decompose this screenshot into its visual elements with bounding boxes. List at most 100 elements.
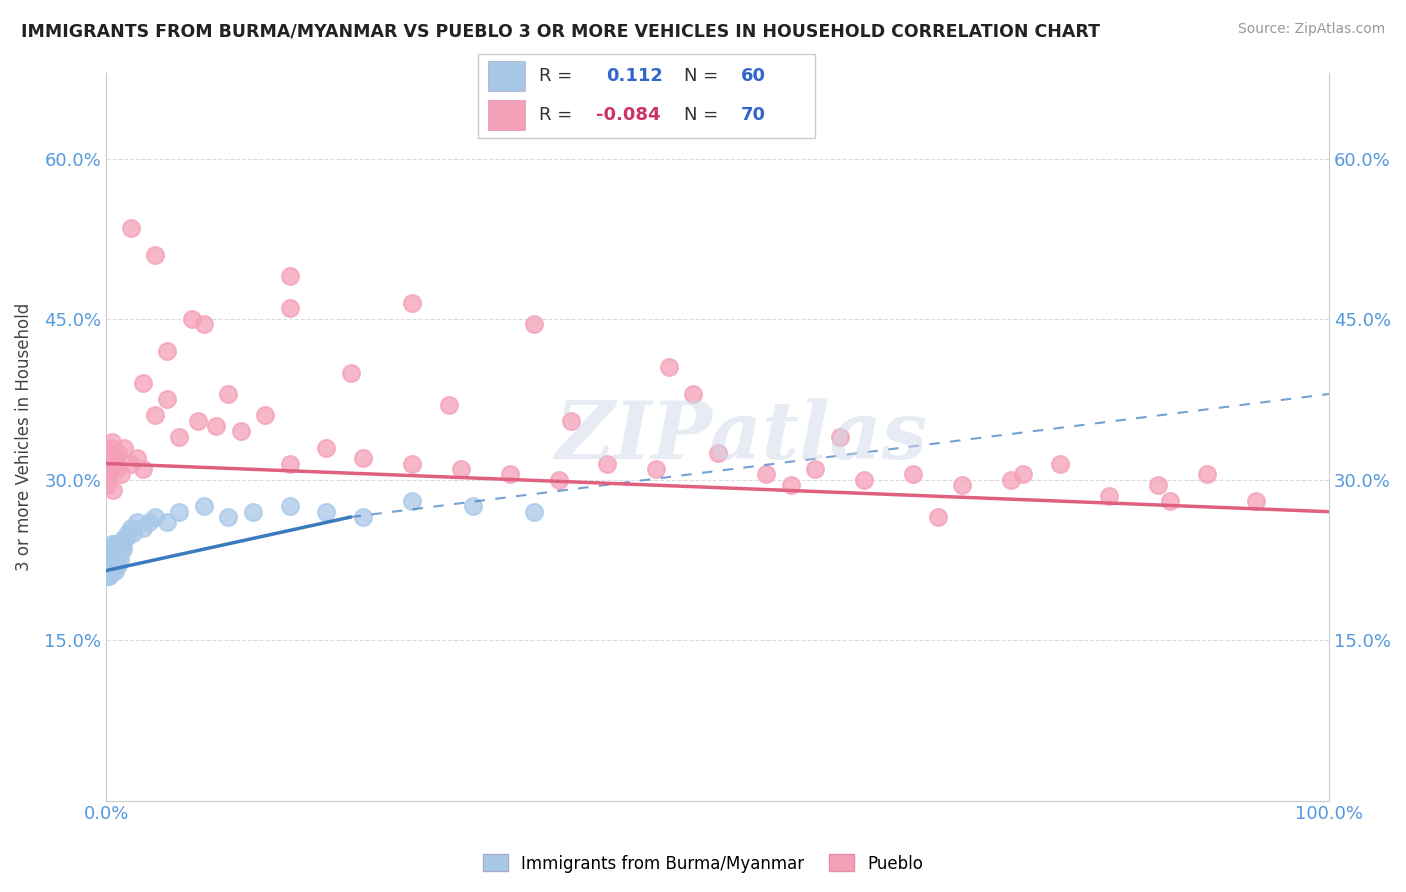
Point (114, 532, 136, 546)
Point (498, 467, 520, 482)
Point (461, 500, 484, 514)
Point (278, 500, 301, 514)
Point (103, 483, 125, 498)
Point (450, 462, 472, 476)
Point (828, 430, 851, 444)
Point (401, 457, 423, 471)
Point (122, 526, 145, 541)
Point (104, 537, 127, 551)
Text: 0.112: 0.112 (606, 67, 664, 85)
Point (110, 467, 132, 482)
Point (105, 537, 128, 551)
Point (950, 478, 973, 492)
Point (278, 301, 301, 316)
Point (804, 462, 827, 476)
Point (401, 494, 423, 508)
Point (132, 376, 155, 391)
Point (114, 532, 136, 546)
Point (120, 221, 142, 235)
Point (114, 441, 136, 455)
Point (97, 467, 120, 482)
Text: R =: R = (538, 67, 572, 85)
Point (180, 312, 202, 326)
Point (101, 435, 124, 450)
Point (193, 318, 215, 332)
Point (104, 548, 127, 562)
Point (101, 558, 124, 573)
Point (254, 409, 277, 423)
Point (96, 564, 118, 578)
Point (103, 558, 125, 573)
Point (780, 478, 803, 492)
Text: Source: ZipAtlas.com: Source: ZipAtlas.com (1237, 22, 1385, 37)
Point (125, 451, 148, 466)
Point (352, 451, 374, 466)
Point (105, 553, 128, 567)
Point (523, 318, 546, 332)
Point (242, 505, 264, 519)
Point (98, 446, 121, 460)
Point (98, 548, 121, 562)
Point (169, 430, 191, 444)
Legend: Immigrants from Burma/Myanmar, Pueblo: Immigrants from Burma/Myanmar, Pueblo (477, 847, 929, 880)
Point (103, 548, 125, 562)
Point (1049, 457, 1071, 471)
Point (927, 510, 949, 524)
Point (523, 505, 546, 519)
Text: -0.084: -0.084 (596, 105, 661, 123)
Point (97, 548, 120, 562)
Point (120, 521, 142, 535)
Point (187, 414, 209, 428)
Point (125, 516, 148, 530)
Point (104, 553, 127, 567)
Point (103, 446, 125, 460)
Point (107, 558, 129, 573)
Point (132, 462, 155, 476)
Point (156, 392, 179, 407)
Point (104, 558, 127, 573)
Text: R =: R = (538, 105, 572, 123)
Point (98, 462, 121, 476)
Point (401, 296, 423, 310)
Point (156, 516, 179, 530)
Text: N =: N = (683, 105, 718, 123)
Point (105, 462, 128, 476)
Point (100, 548, 122, 562)
Point (205, 419, 228, 434)
Point (560, 414, 582, 428)
Point (111, 537, 134, 551)
Point (352, 510, 374, 524)
Point (98, 542, 121, 557)
Text: IMMIGRANTS FROM BURMA/MYANMAR VS PUEBLO 3 OR MORE VEHICLES IN HOUSEHOLD CORRELAT: IMMIGRANTS FROM BURMA/MYANMAR VS PUEBLO … (21, 22, 1099, 40)
Point (217, 387, 239, 401)
Point (1000, 473, 1022, 487)
Point (169, 505, 191, 519)
Point (706, 446, 728, 460)
Point (103, 542, 125, 557)
Point (547, 473, 569, 487)
Text: ZIPatlas: ZIPatlas (555, 398, 928, 475)
Text: 70: 70 (741, 105, 766, 123)
Point (278, 457, 301, 471)
Point (98, 553, 121, 567)
Point (117, 526, 139, 541)
Point (101, 537, 124, 551)
Point (104, 542, 127, 557)
Point (98, 564, 121, 578)
Point (853, 473, 876, 487)
Point (110, 542, 132, 557)
Point (596, 457, 619, 471)
Point (903, 467, 925, 482)
Point (100, 457, 122, 471)
Point (108, 553, 131, 567)
Point (682, 387, 704, 401)
Point (104, 451, 127, 466)
Point (1195, 467, 1218, 482)
Point (1146, 478, 1168, 492)
Point (97, 553, 120, 567)
Point (1244, 494, 1267, 508)
Point (156, 344, 179, 359)
Point (97, 451, 120, 466)
Point (1012, 467, 1035, 482)
Point (315, 505, 337, 519)
